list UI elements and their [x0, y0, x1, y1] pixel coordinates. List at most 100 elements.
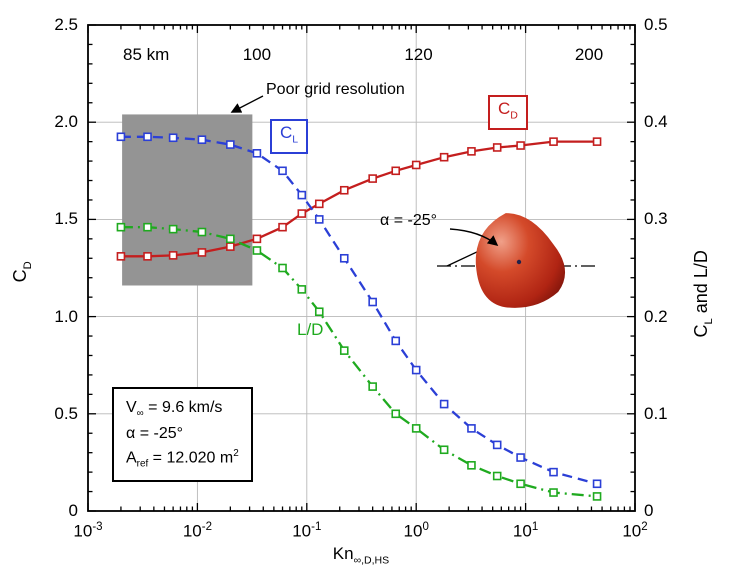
- x-tick-base: 10: [403, 521, 423, 541]
- velocity-value: = 9.6 km/s: [143, 399, 223, 416]
- altitude-label: 100: [242, 45, 272, 65]
- marker-cl: [467, 424, 476, 433]
- marker-ld: [492, 471, 502, 481]
- marker-cl: [278, 166, 287, 176]
- marker-cd: [297, 209, 307, 218]
- axes-frame-layer: [87, 24, 636, 512]
- marker-cl: [516, 453, 525, 462]
- cl-label-main: C: [280, 123, 293, 142]
- plot-frame: [87, 24, 636, 512]
- x-tick-base: 10: [512, 521, 532, 541]
- y-left-tick-label: 2.5: [54, 15, 78, 34]
- marker-cd: [439, 152, 449, 162]
- area-sub: ref: [136, 458, 149, 470]
- arrows-layer: [230, 95, 499, 247]
- marker-cl: [492, 440, 502, 450]
- alpha-arrow: [449, 228, 499, 247]
- marker-cl: [168, 133, 178, 143]
- marker-ld: [226, 234, 235, 244]
- cd-label-sub: D: [510, 109, 518, 122]
- marker-cd: [592, 137, 602, 146]
- marker-cl: [411, 365, 421, 375]
- marker-cd: [143, 252, 152, 261]
- info-line-alpha: α = -25°: [126, 424, 184, 442]
- marker-cd: [197, 248, 207, 257]
- marker-cl: [197, 135, 207, 144]
- x-tick-exponent: 1: [531, 521, 539, 533]
- y-right-tick-label: 0.5: [644, 15, 668, 34]
- marker-ld: [278, 263, 287, 273]
- x-tick-base: 10: [73, 521, 93, 541]
- marker-cd: [314, 199, 324, 209]
- marker-ld: [439, 445, 449, 455]
- x-axis-label: Kn∞,D,HS: [281, 544, 441, 566]
- y-left-tick-label: 0.5: [54, 403, 78, 423]
- area-exponent: 2: [233, 448, 239, 460]
- capsule-cg-marker: [516, 259, 522, 265]
- marker-cd: [549, 137, 558, 146]
- area-symbol: A: [126, 449, 137, 467]
- y-right-tick-label: 0.1: [644, 403, 668, 423]
- series-layer: [116, 132, 602, 501]
- cl-series-label-box: CL: [270, 119, 309, 155]
- marker-ld: [297, 285, 307, 294]
- x-tick-exponent: -1: [311, 521, 322, 533]
- x-tick-label: 100: [386, 517, 446, 542]
- conditions-info-box: V∞ = 9.6 km/s α = -25° Aref = 12.020 m2: [112, 387, 253, 483]
- x-label-sub: ∞,D,HS: [353, 554, 390, 567]
- y-left-tick-label: 0: [68, 501, 78, 520]
- marker-cd: [411, 160, 421, 170]
- marker-cd: [116, 252, 126, 261]
- marker-ld: [516, 479, 525, 489]
- y-left-label-main: C: [10, 269, 31, 283]
- marker-cd: [492, 143, 502, 152]
- poor-grid-arrow: [230, 95, 264, 113]
- marker-cl: [297, 190, 307, 200]
- marker-cd: [516, 141, 525, 150]
- altitude-label: 85 km: [122, 45, 170, 65]
- y-right-tick-label: 0: [644, 501, 654, 520]
- x-tick-exponent: -3: [92, 521, 103, 533]
- y-left-tick-label: 2.0: [54, 112, 78, 132]
- marker-ld: [467, 461, 476, 470]
- marker-cl: [368, 297, 377, 307]
- marker-ld: [168, 224, 178, 234]
- x-tick-label: 10-2: [167, 517, 227, 542]
- cd-label-main: C: [498, 99, 511, 118]
- y-right-label-post: and L/D: [691, 250, 712, 319]
- x-tick-base: 10: [292, 521, 312, 541]
- velocity-symbol: V: [126, 399, 137, 416]
- y-axis-label-right: CL and L/D: [689, 231, 721, 357]
- ld-series-label: L/D: [297, 320, 324, 339]
- marker-ld: [314, 307, 324, 317]
- y-right-label-sub: L: [702, 318, 715, 325]
- x-tick-base: 10: [622, 521, 642, 541]
- area-value: = 12.020 m: [148, 449, 234, 467]
- marker-ld: [391, 409, 401, 419]
- marker-ld: [549, 488, 558, 497]
- x-tick-label: 101: [496, 517, 556, 542]
- y-left-tick-label: 1.0: [54, 306, 78, 326]
- info-line-velocity: V∞ = 9.6 km/s: [126, 396, 239, 422]
- x-tick-exponent: 0: [422, 521, 429, 533]
- y-right-label-pre: C: [691, 324, 712, 338]
- marker-cl: [252, 149, 262, 158]
- marker-cd: [391, 166, 401, 176]
- x-tick-label: 10-1: [277, 517, 337, 542]
- x-label-main: Kn: [332, 544, 354, 563]
- marker-ld: [411, 424, 421, 433]
- y-right-tick-label: 0.4: [644, 112, 668, 132]
- altitude-label: 200: [574, 45, 604, 65]
- marker-cl: [226, 140, 235, 149]
- marker-ld: [339, 346, 349, 355]
- angle-of-attack-annotation: α = -25°: [380, 212, 438, 229]
- marker-ld: [368, 382, 377, 391]
- cd-series-label-box: CD: [488, 95, 528, 131]
- marker-cl: [391, 336, 401, 346]
- x-tick-label: 10-3: [58, 517, 118, 542]
- x-tick-exponent: -2: [201, 521, 212, 533]
- x-tick-base: 10: [182, 521, 202, 541]
